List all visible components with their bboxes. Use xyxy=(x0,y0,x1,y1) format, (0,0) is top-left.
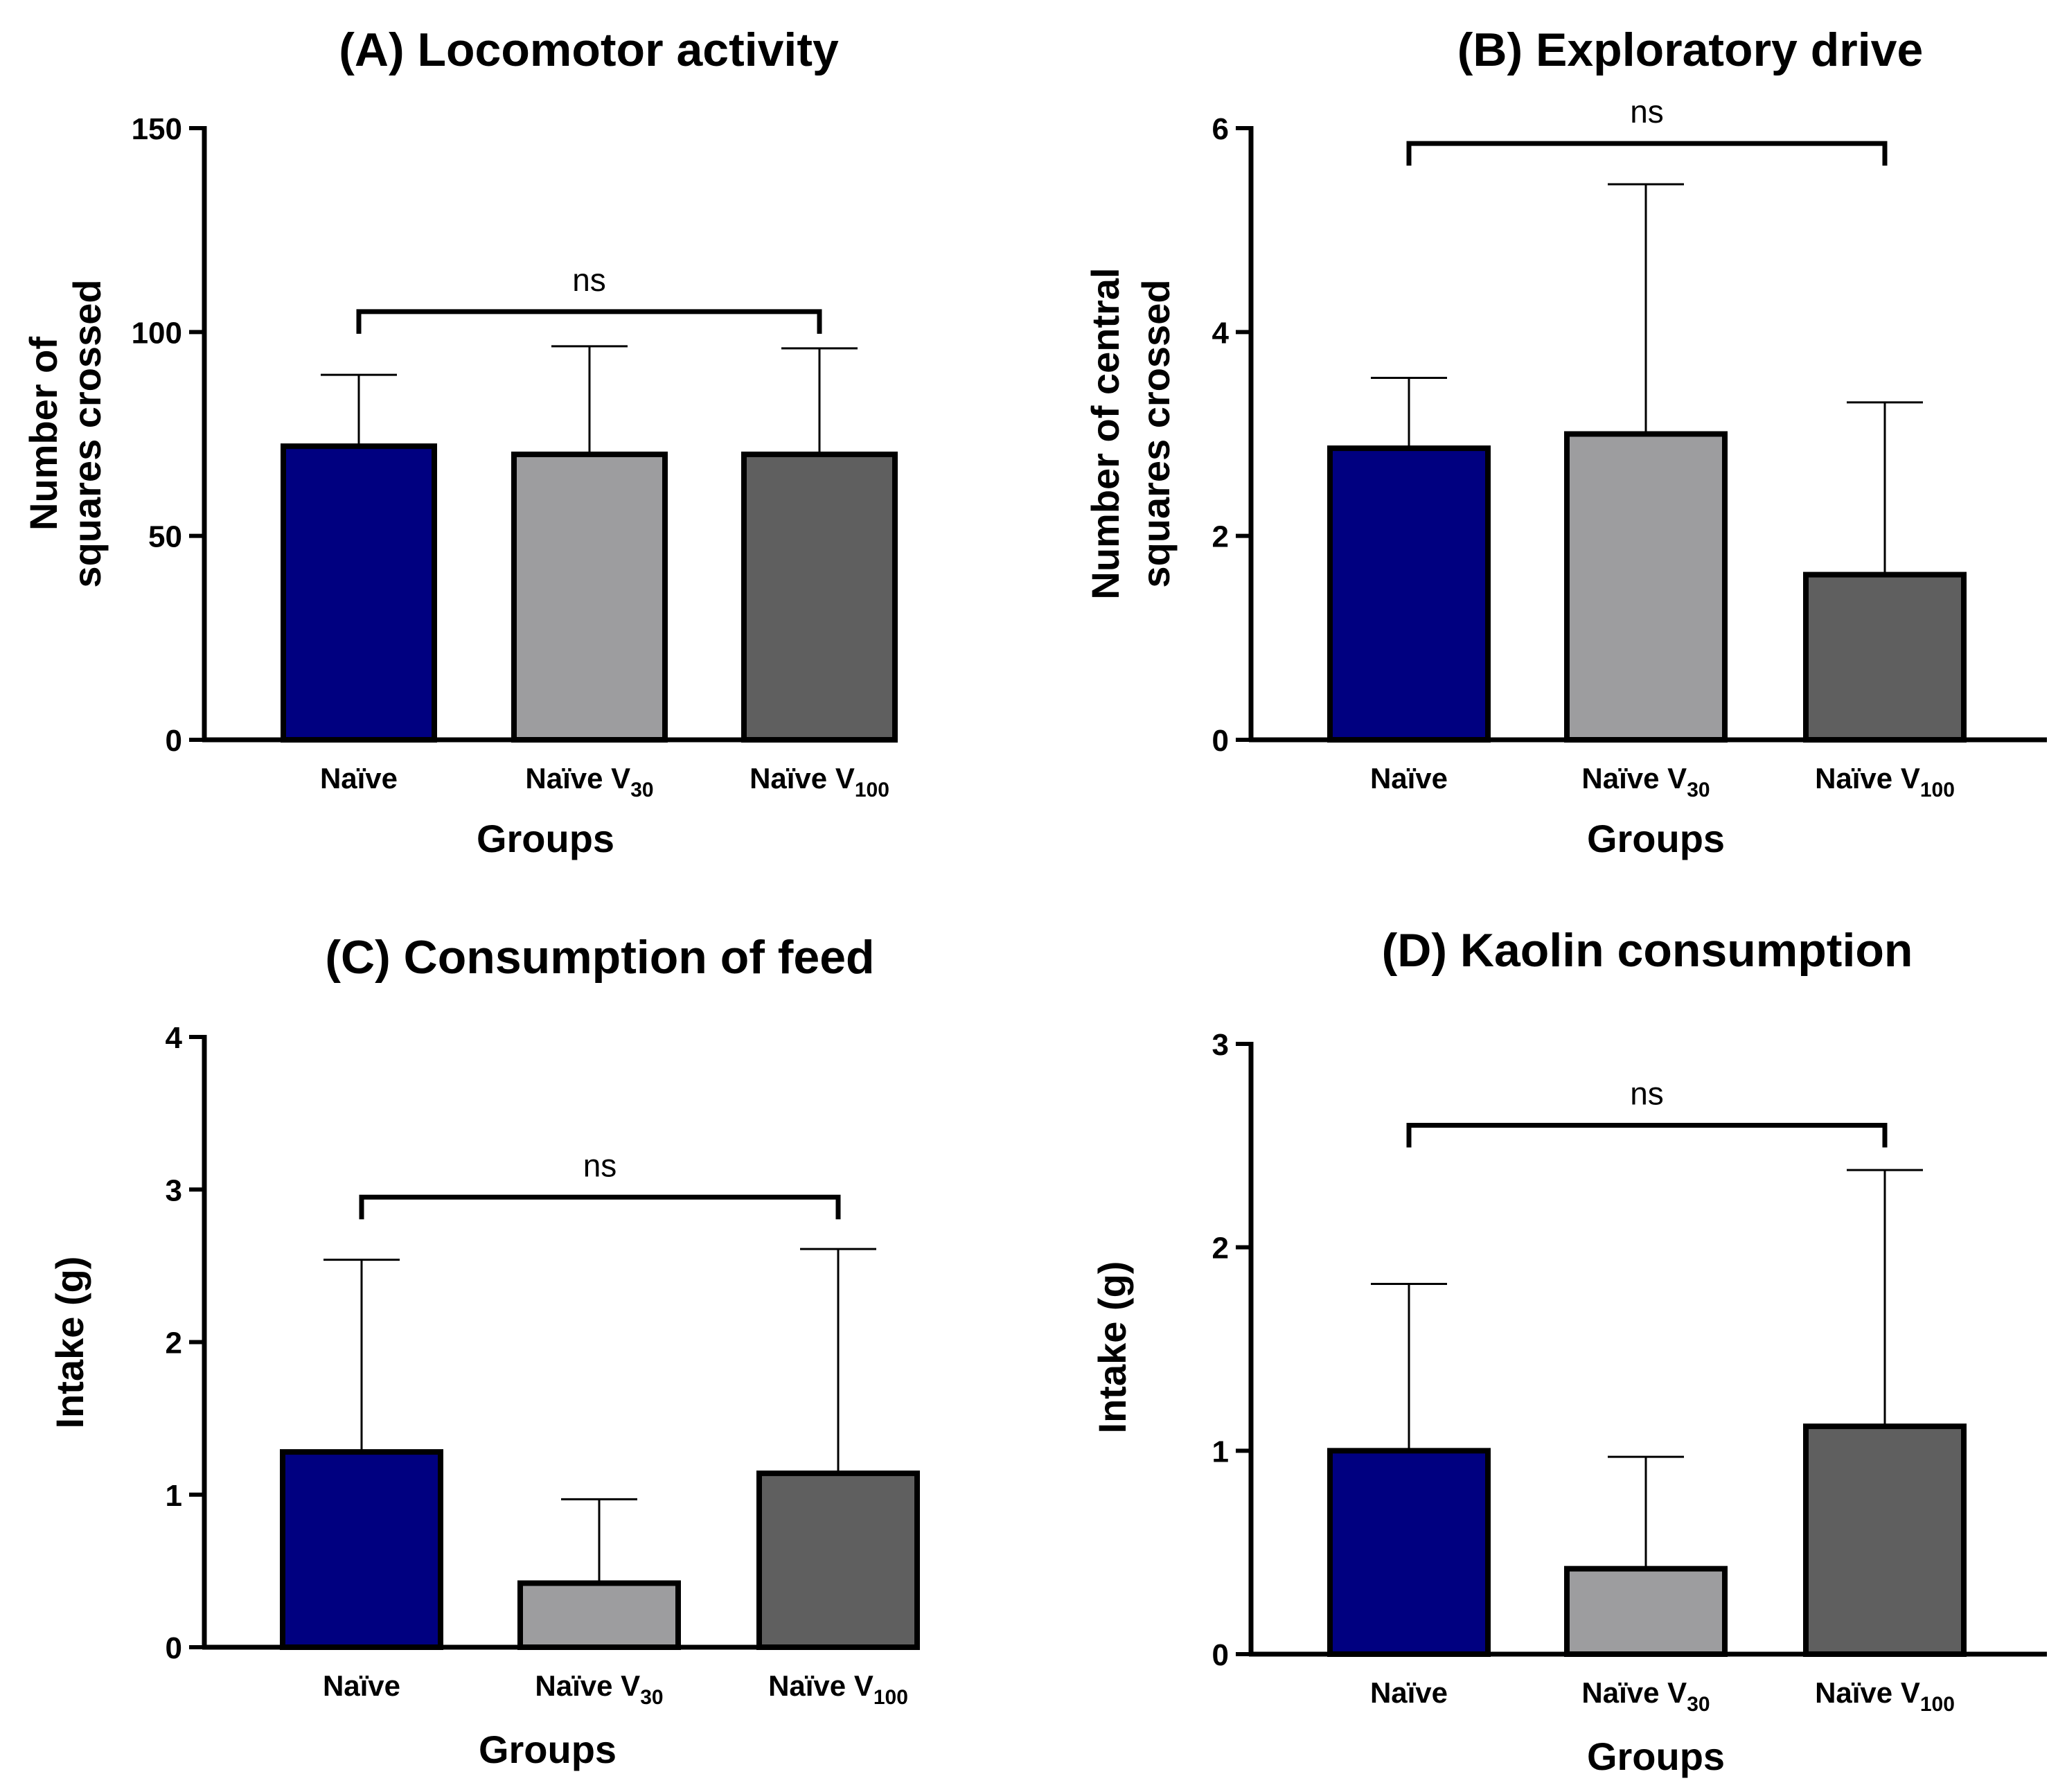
y-axis-title: squares crossed xyxy=(1134,279,1178,587)
y-tick-label: 4 xyxy=(1212,316,1230,350)
chart-panel-b: (B) Exploratory drive Number of central sq… xyxy=(1083,24,2047,860)
bar-2 xyxy=(517,1580,681,1651)
significance-bracket xyxy=(359,1194,841,1220)
y-tick-label: 2 xyxy=(166,1327,182,1360)
bar-3 xyxy=(1803,571,1967,743)
significance-label: ns xyxy=(1630,94,1664,130)
significance-bracket xyxy=(1406,1122,1888,1148)
bar-3 xyxy=(756,1470,920,1651)
x-tick-label: Naïve V100 xyxy=(1815,1676,1955,1716)
y-tick-label: 2 xyxy=(1212,520,1229,554)
significance-label: ns xyxy=(1630,1075,1664,1111)
x-tick-label: Naïve xyxy=(1370,762,1448,795)
y-axis-title: squares crossed xyxy=(65,279,109,587)
x-tick-label: Naïve xyxy=(1370,1676,1448,1709)
y-tick-label: 3 xyxy=(166,1173,182,1207)
chart-title: (C) Consumption of feed xyxy=(325,931,874,984)
y-axis-title: Number of xyxy=(21,337,65,531)
x-tick-label: Naïve V30 xyxy=(1581,1676,1710,1716)
x-tick-label: Naïve V100 xyxy=(749,762,889,801)
chart-panel-d: (D) Kaolin consumption Intake (g) 0 1 2 3 Naïv… xyxy=(1090,924,2047,1778)
y-tick-label: 6 xyxy=(1212,112,1229,146)
bar-2 xyxy=(1564,431,1728,743)
y-tick-label: 1 xyxy=(1212,1435,1229,1469)
bar-3 xyxy=(1803,1423,1967,1657)
y-tick-label: 4 xyxy=(166,1021,183,1055)
x-tick-label: Naïve V100 xyxy=(1815,762,1955,801)
chart-panel-a: (A) Locomotor activity Number of squares c… xyxy=(21,24,898,860)
y-tick-label: 50 xyxy=(148,520,182,554)
significance-label: ns xyxy=(583,1147,617,1183)
x-axis-title: Groups xyxy=(477,817,614,860)
y-tick-label: 0 xyxy=(166,724,182,758)
chart-panel-c: (C) Consumption of feed Intake (g) 0 1 2 3 4 Na… xyxy=(48,931,920,1771)
bar-1 xyxy=(1327,445,1491,743)
y-axis-title: Intake (g) xyxy=(48,1257,91,1429)
x-tick-label: Naïve V30 xyxy=(525,762,653,801)
y-tick-label: 100 xyxy=(132,316,182,350)
x-tick-label: Naïve V30 xyxy=(535,1669,663,1709)
x-axis-title: Groups xyxy=(1587,817,1725,860)
y-tick-label: 3 xyxy=(1212,1028,1229,1062)
bar-2 xyxy=(1564,1565,1728,1657)
x-tick-label: Naïve V100 xyxy=(768,1669,908,1709)
bar-3 xyxy=(741,451,898,743)
y-axis-title: Intake (g) xyxy=(1090,1261,1134,1434)
y-tick-label: 1 xyxy=(166,1479,182,1513)
significance-bracket xyxy=(356,309,822,334)
significance-label: ns xyxy=(572,262,606,298)
bar-2 xyxy=(511,451,668,743)
y-tick-label: 0 xyxy=(1212,724,1229,758)
x-axis-title: Groups xyxy=(1587,1735,1725,1778)
bar-1 xyxy=(280,1449,443,1651)
x-axis-title: Groups xyxy=(479,1728,616,1771)
chart-title: (D) Kaolin consumption xyxy=(1382,924,1913,977)
chart-title: (B) Exploratory drive xyxy=(1457,24,1924,76)
significance-bracket xyxy=(1406,141,1888,166)
x-tick-label: Naïve xyxy=(323,1669,400,1702)
chart-title: (A) Locomotor activity xyxy=(339,24,839,76)
bar-1 xyxy=(1327,1448,1491,1657)
x-tick-label: Naïve xyxy=(320,762,398,795)
y-tick-label: 0 xyxy=(1212,1638,1229,1672)
y-axis-title: Number of central xyxy=(1083,267,1127,599)
x-tick-label: Naïve V30 xyxy=(1581,762,1710,801)
y-tick-label: 150 xyxy=(132,112,182,146)
y-tick-label: 0 xyxy=(166,1631,182,1665)
bar-1 xyxy=(281,443,437,743)
y-tick-label: 2 xyxy=(1212,1232,1229,1266)
